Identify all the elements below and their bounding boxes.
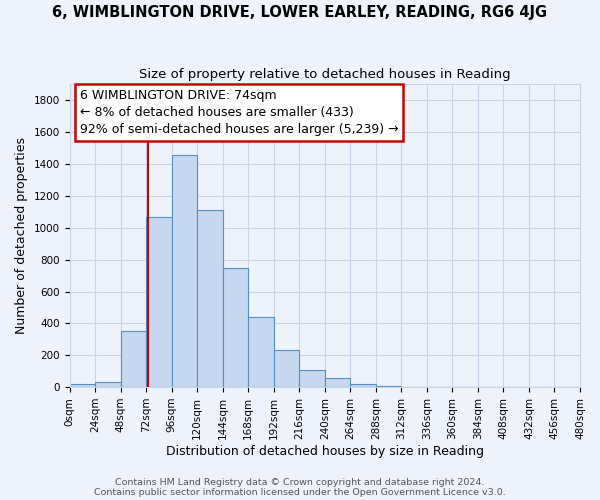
- Bar: [223, 268, 248, 387]
- Y-axis label: Number of detached properties: Number of detached properties: [15, 138, 28, 334]
- Bar: [172, 154, 197, 387]
- Bar: [325, 378, 350, 387]
- Bar: [248, 317, 274, 387]
- Bar: [197, 210, 223, 387]
- Text: 6 WIMBLINGTON DRIVE: 74sqm
← 8% of detached houses are smaller (433)
92% of semi: 6 WIMBLINGTON DRIVE: 74sqm ← 8% of detac…: [80, 89, 398, 136]
- X-axis label: Distribution of detached houses by size in Reading: Distribution of detached houses by size …: [166, 444, 484, 458]
- Bar: [376, 386, 401, 387]
- Bar: [70, 384, 95, 387]
- Bar: [299, 370, 325, 387]
- Text: Contains HM Land Registry data © Crown copyright and database right 2024.
Contai: Contains HM Land Registry data © Crown c…: [94, 478, 506, 497]
- Bar: [121, 330, 146, 387]
- Bar: [274, 350, 299, 387]
- Bar: [146, 218, 172, 387]
- Bar: [350, 384, 376, 387]
- Bar: [95, 382, 121, 387]
- Title: Size of property relative to detached houses in Reading: Size of property relative to detached ho…: [139, 68, 511, 80]
- Text: 6, WIMBLINGTON DRIVE, LOWER EARLEY, READING, RG6 4JG: 6, WIMBLINGTON DRIVE, LOWER EARLEY, READ…: [52, 5, 548, 20]
